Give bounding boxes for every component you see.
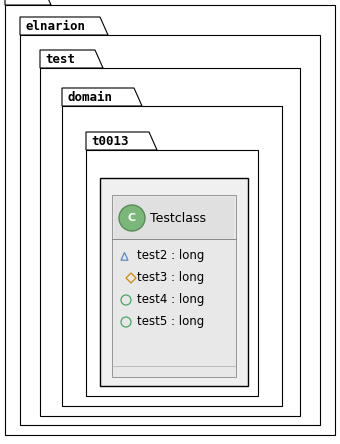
Text: test5 : long: test5 : long [137,316,204,329]
Text: test: test [45,52,75,66]
Text: de: de [10,0,25,3]
Bar [114,197,234,239]
Text: elnarion: elnarion [25,20,85,32]
Bar [100,178,248,386]
Bar [62,106,282,406]
Text: domain: domain [67,91,112,103]
Bar [20,35,320,425]
Text: test2 : long: test2 : long [137,250,204,262]
Bar [40,68,300,416]
Polygon shape [20,17,108,35]
Text: t0013: t0013 [91,135,129,147]
Bar [86,150,258,396]
Polygon shape [5,0,51,5]
Bar [112,195,236,377]
Text: test4 : long: test4 : long [137,293,204,306]
Text: test3 : long: test3 : long [137,271,204,285]
Text: Testclass: Testclass [150,211,206,225]
Polygon shape [62,88,142,106]
Polygon shape [40,50,103,68]
Circle shape [119,205,145,231]
Text: C: C [128,213,136,223]
Polygon shape [86,132,157,150]
